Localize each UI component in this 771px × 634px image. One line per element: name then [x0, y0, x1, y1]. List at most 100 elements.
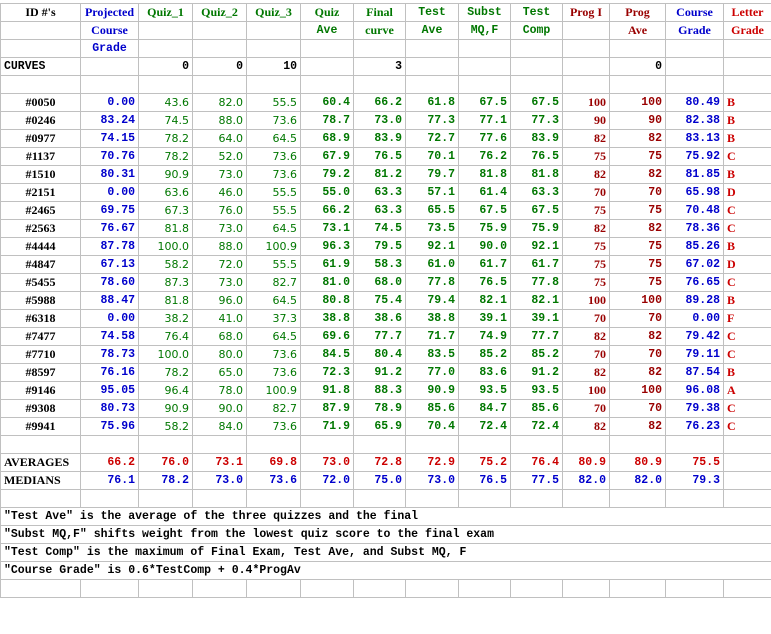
subst-mqf: 39.1 [458, 309, 511, 328]
averages-row-fin: 72.8 [353, 453, 406, 472]
curve-quiz2: 0 [192, 57, 247, 76]
averages-row-tave: 72.9 [405, 453, 459, 472]
quiz3-score: 37.3 [246, 309, 301, 328]
quiz2-score: 88.0 [192, 237, 247, 256]
prog1-score: 82 [562, 129, 610, 148]
test-comp: 93.5 [510, 381, 563, 400]
final-curve: 65.9 [353, 417, 406, 436]
prog-average: 100 [609, 291, 666, 310]
prog-average: 70 [609, 309, 666, 328]
letter-grade: C [723, 219, 771, 238]
student-id: #9941 [0, 417, 81, 436]
test-comp: 72.4 [510, 417, 563, 436]
averages-row-qave: 73.0 [300, 453, 354, 472]
subst-mqf: 75.9 [458, 219, 511, 238]
prog1-score: 70 [562, 399, 610, 418]
quiz3-score: 64.5 [246, 291, 301, 310]
student-id: #6318 [0, 309, 81, 328]
header-quizave-2: Ave [300, 21, 354, 40]
quiz2-score: 84.0 [192, 417, 247, 436]
letter-grade: B [723, 129, 771, 148]
student-row: #4847 67.13 58.2 72.0 55.5 61.9 58.3 61.0 61.7 61… [0, 255, 771, 274]
test-comp: 81.8 [510, 165, 563, 184]
header-progave-1: Prog [609, 3, 666, 22]
spacer-row [0, 75, 771, 94]
course-grade: 76.23 [665, 417, 724, 436]
letter-grade: B [723, 111, 771, 130]
student-id: #9308 [0, 399, 81, 418]
student-row: #9308 80.73 90.9 90.0 82.7 87.9 78.9 85.6 84.7 85… [0, 399, 771, 418]
quiz-average: 69.6 [300, 327, 354, 346]
student-row: #2563 76.67 81.8 73.0 64.5 73.1 74.5 73.5 75.9 75… [0, 219, 771, 238]
test-comp: 67.5 [510, 93, 563, 112]
test-average: 77.8 [405, 273, 459, 292]
subst-mqf: 77.1 [458, 111, 511, 130]
subst-mqf: 72.4 [458, 417, 511, 436]
quiz2-score: 90.0 [192, 399, 247, 418]
student-row: #2465 69.75 67.3 76.0 55.5 66.2 63.3 65.5 67.5 67… [0, 201, 771, 220]
quiz-average: 66.2 [300, 201, 354, 220]
footnote-text: "Subst MQ,F" shifts weight from the lowe… [0, 525, 771, 544]
student-row: #8597 76.16 78.2 65.0 73.6 72.3 91.2 77.0 83.6 91… [0, 363, 771, 382]
note-row: "Test Ave" is the average of the three q… [0, 507, 771, 526]
course-grade: 82.38 [665, 111, 724, 130]
student-row: #6318 0.00 38.2 41.0 37.3 38.8 38.6 38.8 39.1 39.… [0, 309, 771, 328]
final-curve: 68.0 [353, 273, 406, 292]
quiz3-score: 55.5 [246, 201, 301, 220]
quiz-average: 96.3 [300, 237, 354, 256]
quiz-average: 79.2 [300, 165, 354, 184]
quiz-average: 60.4 [300, 93, 354, 112]
student-row: #2151 0.00 63.6 46.0 55.5 55.0 63.3 57.1 61.4 63.… [0, 183, 771, 202]
test-average: 65.5 [405, 201, 459, 220]
letter-grade: B [723, 165, 771, 184]
quiz1-score: 58.2 [138, 255, 193, 274]
header-prog1: Prog I [562, 3, 610, 22]
quiz2-score: 82.0 [192, 93, 247, 112]
final-curve: 83.9 [353, 129, 406, 148]
projected-grade: 76.16 [80, 363, 139, 382]
quiz3-score: 82.7 [246, 273, 301, 292]
letter-grade: B [723, 93, 771, 112]
test-comp: 77.7 [510, 327, 563, 346]
header-subst-1: Subst [458, 3, 511, 22]
prog1-score: 82 [562, 165, 610, 184]
header-progave-2: Ave [609, 21, 666, 40]
header-projected-1: Projected [80, 3, 139, 22]
prog1-score: 75 [562, 273, 610, 292]
final-curve: 88.3 [353, 381, 406, 400]
averages-row-cg: 75.5 [665, 453, 724, 472]
prog-average: 82 [609, 327, 666, 346]
note-row: "Course Grade" is 0.6*TestComp + 0.4*Pro… [0, 561, 771, 580]
test-comp: 61.7 [510, 255, 563, 274]
prog1-score: 100 [562, 291, 610, 310]
student-row: #0050 0.00 43.6 82.0 55.5 60.4 66.2 61.8 67.5 67.… [0, 93, 771, 112]
footnote-text: "Course Grade" is 0.6*TestComp + 0.4*Pro… [0, 561, 771, 580]
final-curve: 77.7 [353, 327, 406, 346]
note-row: "Subst MQ,F" shifts weight from the lowe… [0, 525, 771, 544]
quiz3-score: 100.9 [246, 237, 301, 256]
projected-grade: 70.76 [80, 147, 139, 166]
subst-mqf: 67.5 [458, 201, 511, 220]
course-grade: 79.38 [665, 399, 724, 418]
header-row-3: Grade [0, 39, 771, 58]
test-average: 38.8 [405, 309, 459, 328]
student-id: #2563 [0, 219, 81, 238]
medians-row-cg: 79.3 [665, 471, 724, 490]
header-testcomp-2: Comp [510, 21, 563, 40]
course-grade: 67.02 [665, 255, 724, 274]
student-id: #0977 [0, 129, 81, 148]
letter-grade: A [723, 381, 771, 400]
prog1-score: 90 [562, 111, 610, 130]
student-id: #0050 [0, 93, 81, 112]
letter-grade: C [723, 327, 771, 346]
letter-grade: C [723, 147, 771, 166]
prog-average: 82 [609, 363, 666, 382]
quiz2-score: 73.0 [192, 273, 247, 292]
medians-row: MEDIANS 76.1 78.2 73.0 73.6 72.0 75.0 73.0 76.5 7… [0, 471, 771, 490]
final-curve: 75.4 [353, 291, 406, 310]
medians-row-fin: 75.0 [353, 471, 406, 490]
prog1-score: 70 [562, 345, 610, 364]
test-average: 77.0 [405, 363, 459, 382]
course-grade: 75.92 [665, 147, 724, 166]
prog1-score: 70 [562, 183, 610, 202]
